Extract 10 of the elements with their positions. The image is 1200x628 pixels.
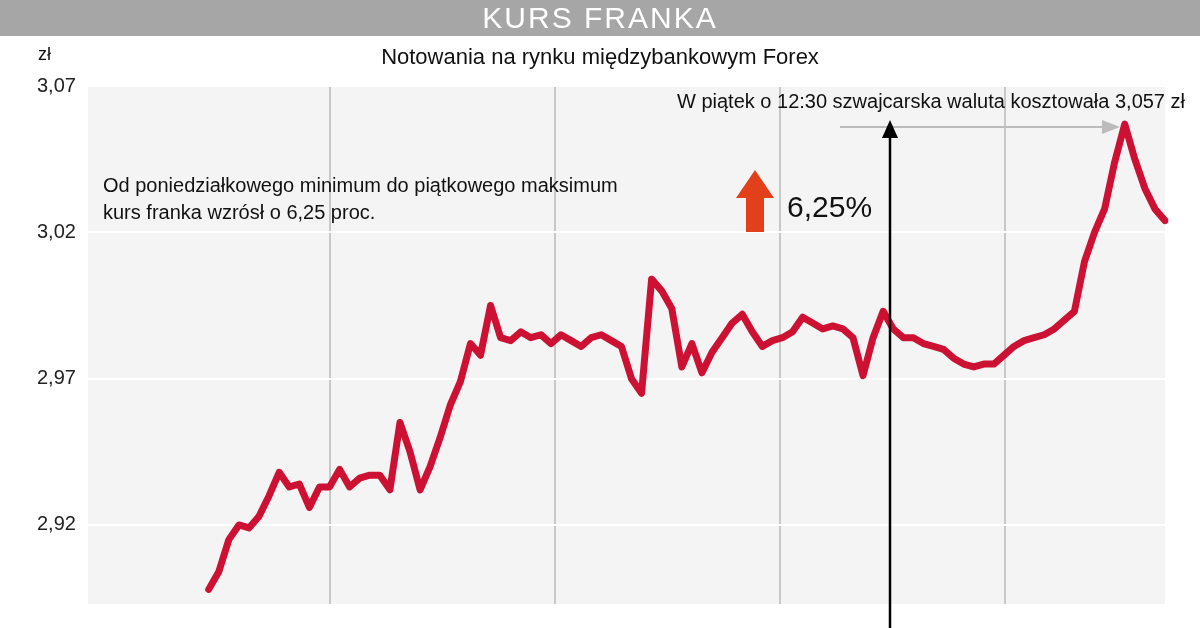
y-tick-label: 3,07 <box>36 73 76 96</box>
y-tick-label: 3,02 <box>36 219 76 242</box>
y-axis-title: zł <box>38 44 51 65</box>
y-tick-label: 2,97 <box>36 366 76 389</box>
annotation: 6,25% <box>787 190 873 224</box>
chart-subtitle: Notowania na rynku międzybankowym Forex <box>381 44 819 69</box>
chart-title: KURS FRANKA <box>0 0 1200 36</box>
annotation: W piątek o 12:30 szwajcarska waluta kosztowała 3,057 zł <box>676 90 1185 113</box>
annotation: Od poniedziałkowego minimum do piątkowego maksimum kurs franka wzrósł o 6,25 proc. <box>103 173 619 225</box>
y-tick-label: 2,92 <box>36 512 76 535</box>
